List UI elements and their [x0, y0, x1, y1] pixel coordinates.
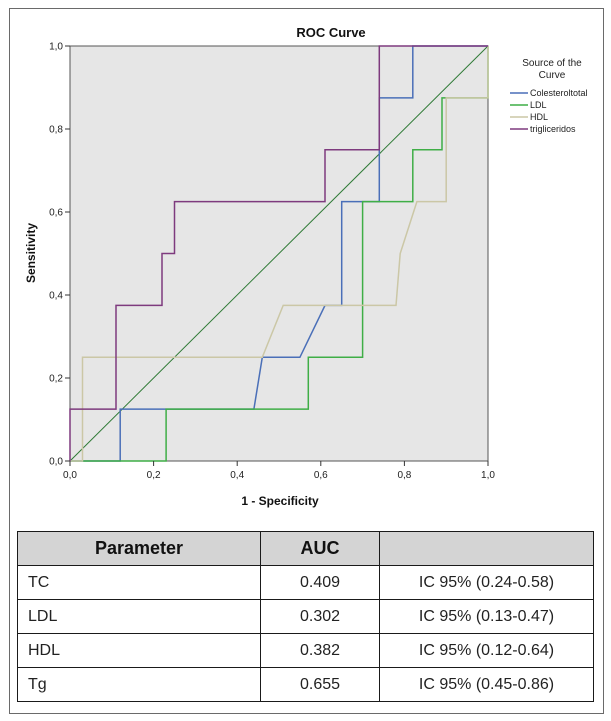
- series-line-hdl: [70, 46, 489, 462]
- cell-parameter: TC: [17, 565, 261, 600]
- table-row: HDL 0.382 IC 95% (0.12-0.64): [17, 633, 594, 668]
- auc-table: Parameter AUC TC 0.409 IC 95% (0.24-0.58…: [17, 531, 594, 702]
- cell-auc: 0.655: [260, 667, 380, 702]
- series-line-trigliceridos: [69, 45, 488, 461]
- chart-title: ROC Curve: [296, 25, 365, 40]
- y-tick-label: 0,8: [49, 125, 63, 136]
- x-tick-label: 0,2: [147, 470, 161, 481]
- header-auc: AUC: [260, 531, 380, 566]
- legend-title-line1: Source of the: [522, 58, 582, 69]
- y-tick-label: 0,4: [49, 291, 63, 302]
- y-axis-title: Sensitivity: [24, 223, 38, 283]
- cell-ci: IC 95% (0.12-0.64): [379, 633, 594, 668]
- table-row: LDL 0.302 IC 95% (0.13-0.47): [17, 599, 594, 634]
- header-parameter: Parameter: [17, 531, 261, 566]
- legend-title-line2: Curve: [539, 70, 566, 81]
- y-tick-label: 0,0: [49, 457, 63, 468]
- table-header-row: Parameter AUC: [17, 531, 594, 566]
- cell-auc: 0.409: [260, 565, 380, 600]
- x-tick-label: 1,0: [481, 470, 495, 481]
- table-row: TC 0.409 IC 95% (0.24-0.58): [17, 565, 594, 600]
- cell-parameter: HDL: [17, 633, 261, 668]
- x-axis-title: 1 - Specificity: [241, 494, 319, 508]
- legend-label-hdl: HDL: [530, 112, 548, 122]
- legend-label-colesteroltotal: Colesteroltotal: [530, 88, 588, 98]
- header-ci: [379, 531, 594, 566]
- y-tick-label: 1,0: [49, 42, 63, 53]
- series-line-ldl: [70, 46, 489, 462]
- figure-frame: [9, 8, 604, 714]
- roc-chart: 0,0 0,2 0,4 0,6 0,8 1,0 0,0 0,2 0,4 0,6 0,8 1,0 ROC…: [24, 25, 588, 508]
- y-tick-label: 0,2: [49, 374, 63, 385]
- cell-ci: IC 95% (0.45-0.86): [379, 667, 594, 702]
- cell-parameter: Tg: [17, 667, 261, 702]
- x-tick-label: 0,4: [230, 470, 244, 481]
- reference-diagonal: [69, 45, 489, 462]
- cell-ci: IC 95% (0.24-0.58): [379, 565, 594, 600]
- cell-auc: 0.302: [260, 599, 380, 634]
- cell-ci: IC 95% (0.13-0.47): [379, 599, 594, 634]
- legend-label-trigliceridos: trigliceridos: [530, 124, 576, 134]
- legend-label-ldl: LDL: [530, 100, 547, 110]
- x-tick-label: 0,6: [314, 470, 328, 481]
- cell-parameter: LDL: [17, 599, 261, 634]
- cell-auc: 0.382: [260, 633, 380, 668]
- table-row: Tg 0.655 IC 95% (0.45-0.86): [17, 667, 594, 702]
- x-tick-label: 0,8: [397, 470, 411, 481]
- y-tick-label: 0,6: [49, 208, 63, 219]
- x-tick-label: 0,0: [63, 470, 77, 481]
